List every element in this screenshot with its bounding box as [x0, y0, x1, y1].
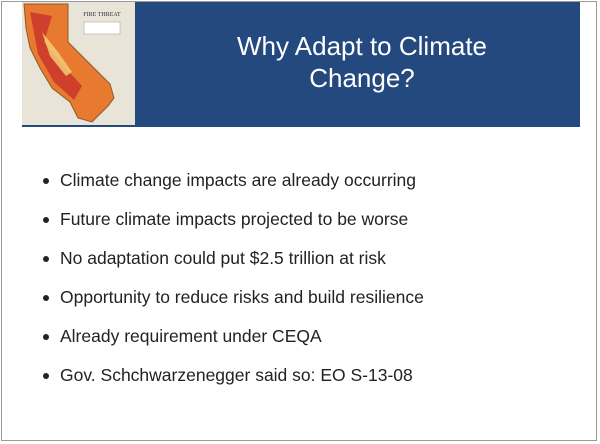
bullet-item: Climate change impacts are already occur…	[40, 164, 424, 203]
map-label: FIRE THREAT	[83, 12, 121, 18]
bullet-item: Future climate impacts projected to be w…	[40, 203, 424, 242]
bullet-item: Gov. Schchwarzenegger said so: EO S-13-0…	[40, 359, 424, 398]
low-threat-area	[42, 32, 72, 76]
bullet-item: No adaptation could put $2.5 trillion at…	[40, 242, 424, 281]
slide-title: Why Adapt to Climate Change?	[142, 30, 582, 94]
bullet-item: Already requirement under CEQA	[40, 320, 424, 359]
bullet-list: Climate change impacts are already occur…	[40, 164, 424, 398]
fire-threat-map: FIRE THREAT	[22, 2, 135, 125]
title-line: Change?	[309, 63, 415, 93]
map-legend	[83, 21, 121, 35]
bullet-item: Opportunity to reduce risks and build re…	[40, 281, 424, 320]
title-line: Why Adapt to Climate	[237, 31, 487, 61]
